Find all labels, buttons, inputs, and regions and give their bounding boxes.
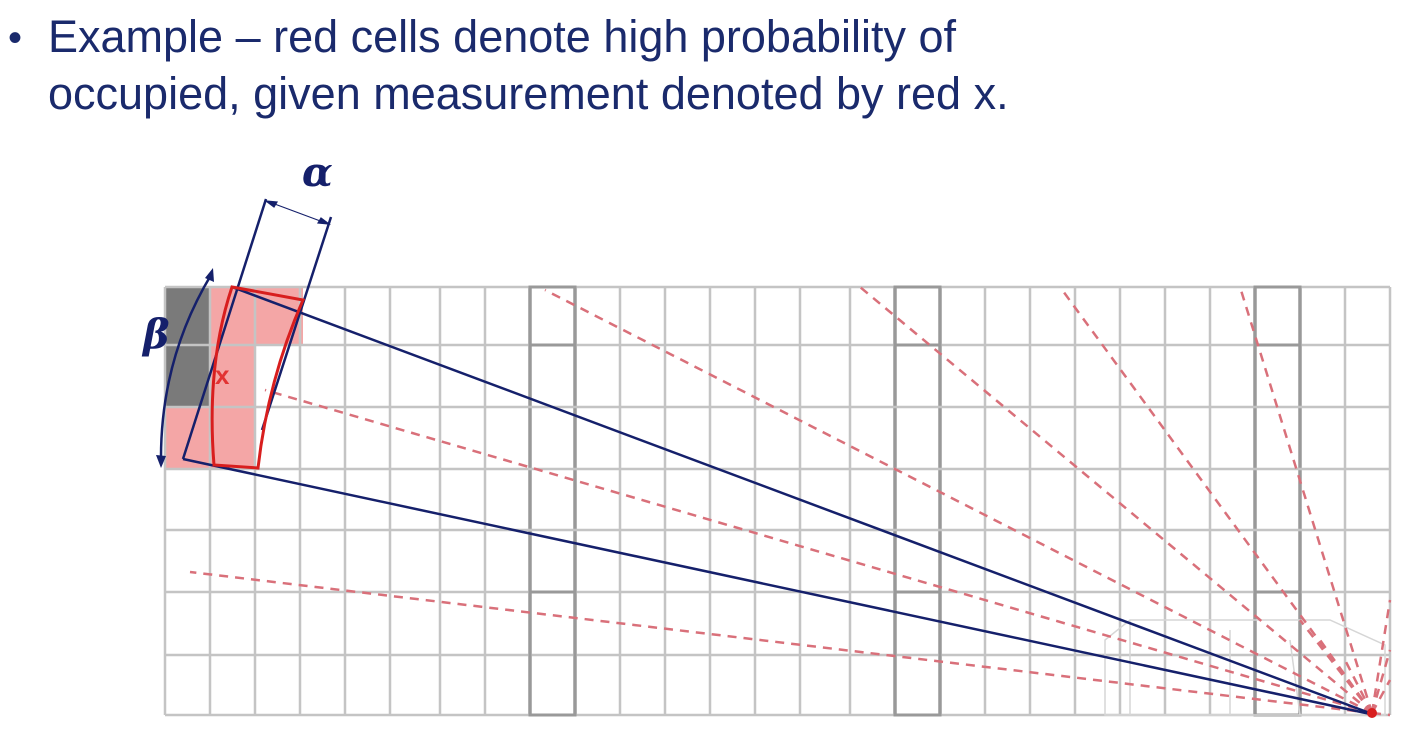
occupied-cell — [165, 407, 210, 469]
sensor-ray — [1058, 286, 1374, 714]
sensor-ray — [1370, 599, 1392, 714]
caption: • Example – red cells denote high probab… — [0, 0, 1405, 130]
grid-heavy-cell — [1253, 285, 1302, 347]
occupied-cell-dark — [165, 287, 210, 407]
beta-label: β — [141, 311, 170, 358]
occupied-cell — [210, 345, 255, 407]
sensor-rays — [189, 286, 1392, 717]
grid-heavy-cell — [528, 285, 577, 347]
occupied-cell — [210, 287, 255, 345]
occupied-cells — [165, 287, 303, 469]
sensor-ray — [1238, 286, 1374, 714]
occupied-cell — [210, 407, 255, 469]
alpha-guide-right — [260, 216, 333, 431]
sensor-ray — [1371, 711, 1391, 717]
sensor-ray — [1299, 619, 1373, 714]
caption-line-2: occupied, given measurement denoted by r… — [48, 68, 1009, 119]
sensor-ray — [544, 288, 1373, 715]
grid-heavy-cell — [893, 285, 942, 347]
sensor-origin — [1367, 708, 1377, 718]
occupancy-grid — [163, 285, 1392, 717]
measurement-arc-region — [210, 285, 306, 470]
alpha-guide-left — [181, 198, 268, 460]
bullet-dot: • — [8, 16, 23, 60]
beam-upper-edge — [231, 285, 1376, 717]
sensor-ray — [189, 570, 1373, 715]
beta-dimension — [156, 268, 214, 468]
beam-lower-edge — [182, 457, 1376, 717]
occupied-cell — [255, 287, 303, 345]
alpha-dimension — [263, 200, 332, 225]
sensor-beam — [181, 198, 1376, 717]
sensor-ray — [1343, 659, 1374, 714]
alpha-label: α — [302, 149, 333, 196]
grid-heavy-cell — [1253, 590, 1302, 717]
sensor-ray — [1370, 679, 1392, 714]
sensor-ray — [1318, 639, 1374, 714]
sensor-ray — [1370, 649, 1392, 714]
sensor-ray — [264, 388, 1373, 715]
grid-heavy-cell — [528, 590, 577, 717]
robot-sketch — [1104, 619, 1386, 716]
grid-heavy-cell — [893, 590, 942, 717]
caption-line-1: Example – red cells denote high probabil… — [48, 11, 957, 62]
sensor-ray — [859, 286, 1373, 714]
measurement-x-mark: x — [215, 360, 230, 390]
